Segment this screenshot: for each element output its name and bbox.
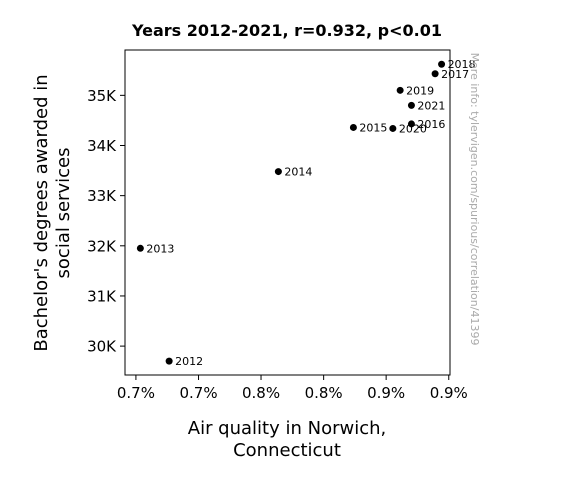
data-point-2021 xyxy=(407,101,415,109)
data-point-2015 xyxy=(349,123,357,131)
y-tick-label: 35K xyxy=(87,87,117,105)
data-point-2017 xyxy=(431,70,439,78)
data-point-2014 xyxy=(274,168,282,176)
plot-frame xyxy=(124,49,451,376)
x-tick-label: 0.9% xyxy=(430,384,468,402)
data-point-2020 xyxy=(389,124,397,132)
y-axis-label-line-2: social services xyxy=(53,148,74,279)
data-label-2013: 2013 xyxy=(146,242,174,255)
data-label-2012: 2012 xyxy=(175,355,203,368)
data-label-2018: 2018 xyxy=(448,58,476,71)
data-label-2015: 2015 xyxy=(359,121,387,134)
y-axis-label-line-1: Bachelor's degrees awarded in xyxy=(31,74,52,351)
data-point-2012 xyxy=(165,357,173,365)
data-point-2018 xyxy=(438,60,446,68)
data-label-2020: 2020 xyxy=(399,122,427,135)
x-axis-label-line-1: Air quality in Norwich, xyxy=(188,418,387,439)
y-tick-label: 30K xyxy=(87,338,117,356)
chart-title: Years 2012-2021, r=0.932, p<0.01 xyxy=(131,21,442,40)
data-label-2014: 2014 xyxy=(284,166,312,179)
data-point-2019 xyxy=(396,86,404,94)
x-tick-label: 0.7% xyxy=(117,384,155,402)
x-tick-label: 0.8% xyxy=(305,384,343,402)
y-axis: 30K 31K 32K 33K 34K 35K xyxy=(87,87,125,356)
x-axis-label-line-2: Connecticut xyxy=(233,440,341,461)
y-tick-label: 32K xyxy=(87,237,117,255)
y-tick-label: 33K xyxy=(87,187,117,205)
data-label-2016: 2016 xyxy=(417,118,445,131)
watermark-text: More info: tylervigen.com/spurious/corre… xyxy=(468,53,481,346)
data-label-2021: 2021 xyxy=(417,99,445,112)
data-label-2019: 2019 xyxy=(406,84,434,97)
x-axis: 0.7% 0.7% 0.8% 0.8% 0.9% 0.9% xyxy=(117,375,468,402)
data-point-2013 xyxy=(136,244,144,252)
y-tick-label: 34K xyxy=(87,137,117,155)
y-tick-label: 31K xyxy=(87,287,117,305)
data-point-2016 xyxy=(407,120,415,128)
plot-area xyxy=(124,49,451,376)
x-tick-label: 0.9% xyxy=(367,384,405,402)
x-tick-label: 0.8% xyxy=(242,384,280,402)
x-tick-label: 0.7% xyxy=(179,384,217,402)
data-label-2017: 2017 xyxy=(441,68,469,81)
